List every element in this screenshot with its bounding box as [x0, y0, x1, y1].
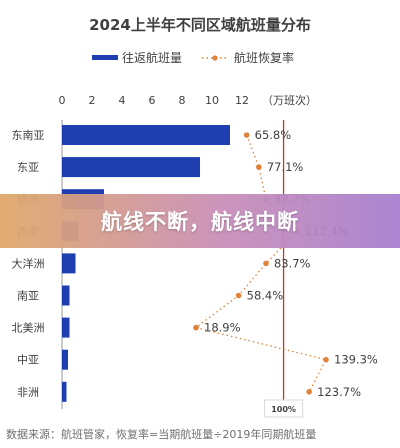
- recovery-rate-point: [193, 324, 199, 331]
- recovery-rate-label: 123.7%: [317, 385, 361, 399]
- x-tick-label: 6: [149, 94, 156, 107]
- x-tick-label: 8: [179, 94, 186, 107]
- recovery-rate-label: 83.7%: [274, 256, 311, 270]
- recovery-rate-label: 65.8%: [255, 128, 292, 142]
- category-label: 东南亚: [12, 129, 45, 142]
- bar: [62, 157, 200, 178]
- category-label: 南亚: [17, 290, 39, 303]
- recovery-rate-point: [256, 164, 262, 170]
- legend-line-marker: [212, 55, 218, 61]
- legend-bar-swatch: [92, 55, 118, 60]
- recovery-rate-point: [263, 260, 269, 267]
- reference-label: 100%: [271, 405, 296, 414]
- banner-text: 航线不断，航线中断: [101, 210, 299, 234]
- chart-title: 2024上半年不同区域航班量分布: [89, 16, 311, 34]
- x-tick-label: 0: [59, 94, 66, 107]
- category-label: 非洲: [17, 386, 39, 399]
- category-labels: 东南亚东亚欧洲西亚大洋洲南亚北美洲中亚非洲: [12, 129, 45, 399]
- reference-label-box: [264, 399, 304, 418]
- legend-bar-label: 往返航班量: [122, 50, 182, 65]
- x-axis-unit-label: （万班次）: [262, 93, 317, 107]
- x-tick-label: 2: [89, 94, 96, 107]
- recovery-rate-point: [235, 292, 242, 299]
- legend-line-label: 航班恢复率: [234, 50, 294, 65]
- recovery-rate-series: 65.8%77.1%83.7%112.4%83.7%58.4%18.9%139.…: [193, 128, 378, 399]
- bar: [62, 317, 70, 338]
- x-tick-label: 10: [205, 94, 219, 107]
- category-label: 北美洲: [12, 322, 45, 335]
- bar: [62, 253, 76, 274]
- bar: [62, 381, 67, 402]
- category-label: 中亚: [17, 354, 39, 367]
- x-tick-label: 4: [119, 94, 126, 107]
- source-note: 数据来源：航班管家，恢复率=当期航班量÷2019年同期航班量: [6, 427, 316, 441]
- recovery-rate-label: 139.3%: [334, 353, 378, 367]
- recovery-rate-label: 18.9%: [204, 321, 241, 335]
- x-tick-label: 12: [235, 94, 249, 107]
- category-label: 东亚: [17, 161, 39, 174]
- bar-series: [62, 125, 230, 402]
- recovery-rate-point: [306, 389, 312, 395]
- category-label: 大洋洲: [12, 256, 45, 270]
- bar: [62, 285, 70, 306]
- recovery-rate-label: 58.4%: [247, 289, 284, 303]
- bar: [62, 125, 230, 145]
- recovery-rate-point: [243, 132, 250, 138]
- recovery-rate-label: 77.1%: [267, 160, 304, 174]
- reference-line-group: 100%: [264, 120, 304, 418]
- recovery-rate-line: [194, 134, 327, 393]
- recovery-rate-point: [323, 356, 329, 363]
- bar: [62, 349, 68, 370]
- overlay-banner: 航线不断，航线中断: [0, 194, 400, 248]
